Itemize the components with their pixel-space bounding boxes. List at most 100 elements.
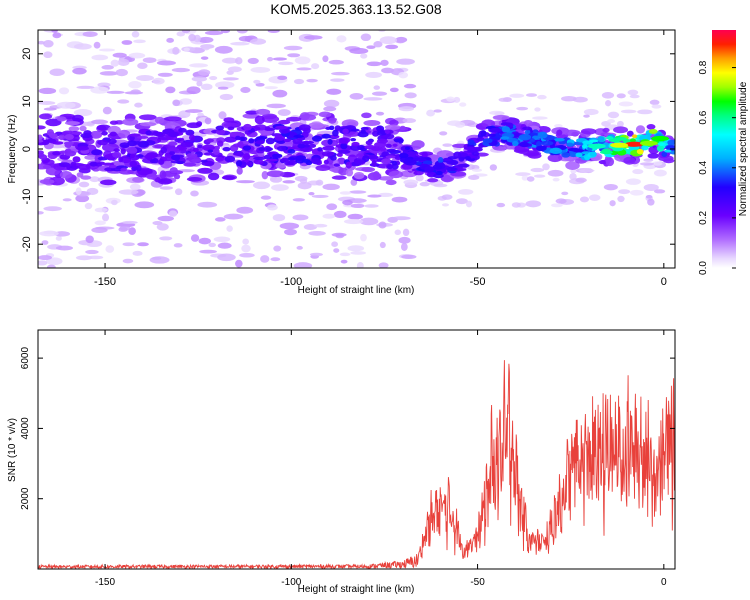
spectrogram-ridge-blob [272,154,283,159]
spectrogram-ridge-blob [189,134,196,141]
spectrogram-halo-blob [139,122,157,127]
spectrogram-ridge-blob [399,152,409,159]
spectrogram-noise-blob [38,255,52,261]
spectrogram-noise-blob [38,260,48,266]
spectrogram-noise-blob [223,213,244,220]
spectrogram-noise-blob [304,35,323,40]
spectrogram-noise-blob [293,262,313,268]
spectrogram-noise-blob [260,195,272,200]
spectrogram-ridge-blob [467,139,475,145]
spectrogram-noise-blob [366,45,376,50]
spectrogram-noise-blob [607,119,616,124]
spectrogram-noise-blob [589,194,601,201]
spectrogram-noise-blob [121,220,138,225]
spectrogram-ridge-blob [160,146,168,154]
colorbar-tick-label: 0.8 [698,60,709,74]
spectrogram-noise-blob [38,40,45,45]
spectrogram-noise-blob [303,224,318,230]
spectrogram-ridge-blob [406,151,417,158]
spectrogram-ridge-blob [126,146,138,154]
spectrogram-noise-blob [277,75,288,80]
spectrogram-ridge-blob [283,138,291,143]
spectrogram-ridge-blob [641,145,649,151]
spectrogram-halo-blob [132,176,144,183]
spectrogram-noise-blob [294,56,311,65]
spectrogram-halo-blob [427,178,439,183]
spectrogram-noise-blob [121,40,133,45]
spectrogram-noise-blob [625,178,641,185]
spectrogram-ridge-blob [589,139,599,143]
colorbar-label: Normalized spectral amplitude [738,81,749,216]
spectrogram-noise-blob [367,194,382,198]
spectrogram-ridge-blob [108,164,117,169]
spectrogram-noise-blob [202,44,211,51]
spectrogram-ridge-blob [173,154,181,161]
spectrogram-noise-blob [38,101,56,105]
spectrogram-ridge-blob [386,164,394,170]
spectrogram-ridge-blob [301,159,311,163]
spectrogram-ridge-blob [657,142,665,146]
spectrogram-ridge-blob [76,146,89,151]
spectrogram-ridge-blob [248,138,255,144]
spectrogram-halo-blob [536,126,551,134]
spectrogram-ridge-blob [136,135,149,139]
spectrogram-noise-blob [379,241,386,249]
x-tick-label: 0 [661,577,667,588]
spectrogram-marks [38,30,675,268]
spectrogram-ridge-blob [381,158,391,165]
spectrogram-ridge-blob [52,141,64,145]
spectrogram-ridge-blob [167,147,180,152]
spectrogram-ridge-blob [327,138,333,145]
spectrogram-noise-blob [645,194,653,199]
spectrogram-noise-blob [204,30,224,36]
spectrogram-ridge-blob [463,146,477,151]
spectrogram-noise-blob [521,175,529,181]
spectrogram-noise-blob [433,183,448,188]
spectrogram-noise-blob [41,240,49,245]
spectrogram-ridge-blob [364,145,377,150]
spectrogram-noise-blob [649,99,660,105]
spectrogram-ridge-blob [38,139,44,143]
spectrogram-ridge-blob [501,126,511,133]
spectrogram-ridge-blob [185,129,195,136]
spectrogram-ridge-blob [265,158,278,162]
y-tick-label: 20 [21,48,33,60]
spectrogram-ridge-blob [191,158,202,163]
spectrogram-ridge-blob [332,129,339,137]
spectrogram-ridge-blob [207,149,213,153]
spectrogram-noise-blob [294,175,308,182]
spectrogram-ridge-blob [480,130,487,137]
spectrogram-noise-blob [87,255,104,260]
spectrogram-noise-blob [404,92,417,99]
spectrogram-noise-blob [525,200,541,208]
spectrogram-halo-blob [411,140,425,149]
spectrogram-ridge-blob [109,131,117,137]
spectrogram-halo-blob [353,171,365,180]
spectrogram-ridge-blob [78,163,91,171]
spectrogram-noise-blob [360,33,372,42]
spectrogram-ridge-blob [350,128,360,132]
spectrogram-halo-blob [278,119,291,125]
spectrogram-noise-blob [526,176,535,182]
spectrogram-ridge-blob [121,144,129,148]
spectrogram-noise-blob [287,53,301,58]
spectrogram-ridge-blob [145,130,152,136]
spectrogram-ridge-blob [287,149,296,154]
spectrogram-noise-blob [82,31,98,37]
spectrogram-ridge-blob [143,154,155,159]
spectrogram-halo-blob [565,161,580,170]
spectrogram-noise-blob [378,262,389,268]
spectrogram-noise-blob [607,111,620,119]
spectrogram-halo-blob [345,168,354,177]
spectrogram-ridge-blob [367,154,379,160]
spectrogram-ridge-blob [227,126,235,131]
spectrogram-noise-blob [401,254,417,259]
spectrogram-noise-blob [78,181,90,188]
spectrogram-noise-blob [118,189,139,195]
spectrogram-noise-blob [43,107,57,111]
spectrogram-ridge-blob [276,146,287,152]
spectrogram-halo-blob [195,121,203,127]
spectrogram-ridge-blob [446,160,457,165]
spectrogram-ridge-blob [392,143,398,147]
spectrogram-noise-blob [242,238,250,245]
